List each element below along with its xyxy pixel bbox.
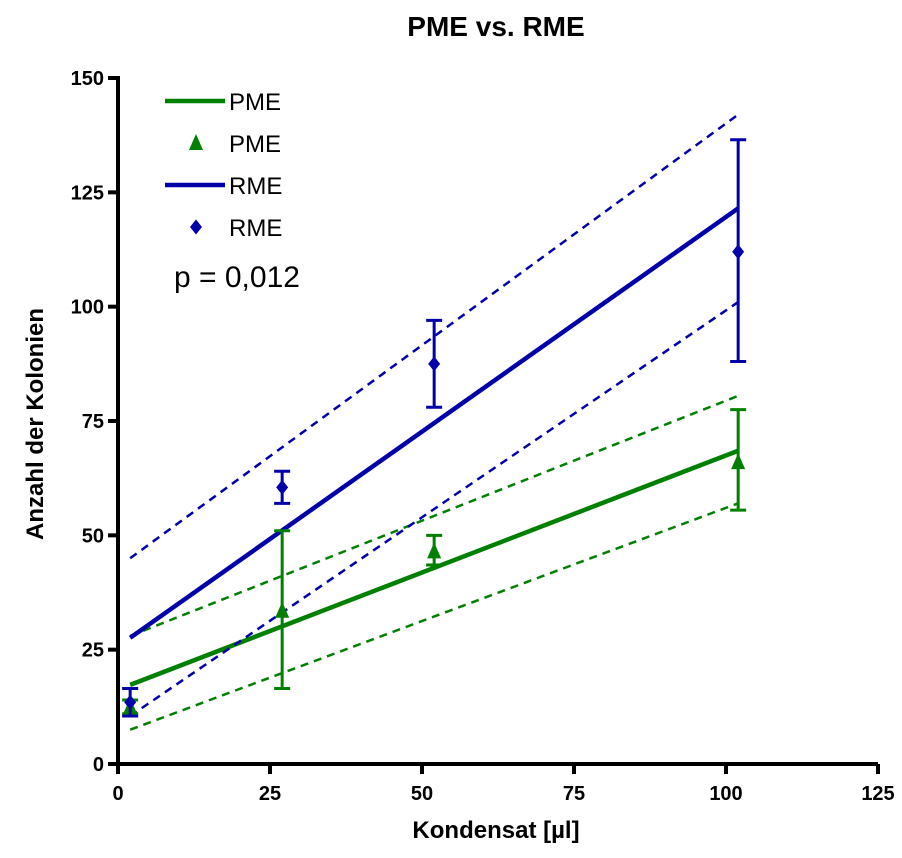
rme-data-point bbox=[428, 356, 441, 372]
y-tick-label: 0 bbox=[93, 754, 104, 776]
x-tick-label: 25 bbox=[259, 783, 281, 805]
y-tick-label: 100 bbox=[71, 297, 104, 319]
x-tick-label: 0 bbox=[112, 783, 123, 805]
y-tick-label: 150 bbox=[71, 68, 104, 90]
legend: PME PME RME RME bbox=[165, 89, 282, 242]
rme-ci-lower-line bbox=[129, 301, 739, 718]
pme-fit-line bbox=[129, 448, 739, 687]
y-tick-label: 125 bbox=[71, 182, 104, 204]
legend-pme-label: PME bbox=[229, 89, 281, 116]
axes: 0 25 50 75 100 125 150 0 25 50 75 100 125 bbox=[71, 68, 895, 805]
legend-rme-marker-swatch bbox=[190, 219, 202, 235]
pme-data-point bbox=[731, 453, 746, 470]
rme-data-point bbox=[732, 244, 745, 260]
y-tick-label: 75 bbox=[82, 411, 104, 433]
pme-ci-lower-line bbox=[129, 502, 739, 731]
pme-data-point bbox=[275, 601, 290, 618]
rme-data-point bbox=[276, 479, 289, 495]
y-tick-label: 50 bbox=[82, 525, 104, 547]
chart-title: PME vs. RME bbox=[407, 11, 584, 42]
rme-fit-line bbox=[128, 206, 740, 640]
legend-pme-marker-swatch bbox=[189, 134, 203, 150]
y-axis-label: Anzahl der Kolonien bbox=[22, 308, 49, 540]
x-tick-label: 75 bbox=[563, 783, 585, 805]
pme-ci-upper-line bbox=[129, 394, 739, 638]
legend-pme-label: PME bbox=[229, 131, 281, 158]
plot-area bbox=[122, 113, 747, 731]
p-value-annotation: p = 0,012 bbox=[174, 261, 300, 294]
rme-data-point bbox=[124, 694, 137, 710]
x-axis-label: Kondensat [µl] bbox=[412, 817, 579, 844]
legend-rme-label: RME bbox=[229, 173, 282, 200]
pme-data-point bbox=[427, 542, 442, 559]
x-tick-label: 50 bbox=[411, 783, 433, 805]
x-tick-label: 125 bbox=[861, 783, 894, 805]
y-tick-label: 25 bbox=[82, 640, 104, 662]
legend-rme-label: RME bbox=[229, 215, 282, 242]
x-tick-label: 100 bbox=[709, 783, 742, 805]
